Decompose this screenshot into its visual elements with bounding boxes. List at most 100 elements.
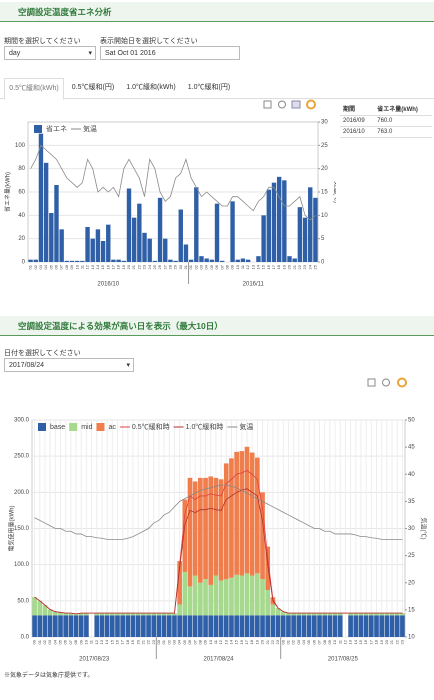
y2-tick-label: 20	[321, 166, 328, 172]
save-icon[interactable]	[263, 100, 272, 109]
y-tick-label: 250.0	[14, 454, 30, 460]
bar	[280, 615, 286, 637]
bar	[95, 229, 101, 262]
bar	[394, 613, 400, 616]
x-tick-label: 04	[204, 264, 209, 269]
bar	[130, 613, 136, 616]
bar	[389, 613, 395, 616]
select[interactable]: 2017/08/24 ▾	[4, 358, 134, 372]
x-tick-label: 06	[311, 639, 316, 644]
tab[interactable]: 0.5℃緩和(円)	[71, 84, 115, 91]
save-icon[interactable]	[367, 378, 376, 387]
x-tick-label: 10	[208, 639, 213, 644]
tab-line	[0, 98, 434, 99]
bar	[297, 207, 303, 262]
bar	[374, 613, 379, 616]
bar	[218, 479, 224, 581]
bar	[270, 615, 276, 637]
tab[interactable]: 1.0℃緩和(円)	[187, 84, 231, 91]
section-header: 空調設定温度による効果が高い日を表示（最大10日）	[0, 316, 434, 336]
x-tick-label: 16	[115, 639, 120, 644]
reset-icon[interactable]	[382, 378, 390, 387]
bar	[147, 238, 152, 262]
bar	[52, 615, 58, 637]
date-input[interactable]: Sat Oct 01 2016	[100, 46, 240, 60]
line	[34, 484, 403, 540]
group-label: 2017/08/23	[79, 657, 110, 663]
x-tick-label: 24	[147, 264, 152, 269]
bar	[94, 615, 100, 637]
x-tick-label: 19	[379, 639, 384, 644]
bar	[58, 615, 63, 637]
x-tick-label: 04	[301, 639, 306, 644]
color-icon[interactable]	[397, 377, 407, 388]
bar	[204, 258, 209, 262]
bar	[223, 615, 229, 637]
legend-swatch	[96, 423, 105, 431]
y-tick-label: 80	[18, 166, 25, 172]
bar	[177, 604, 182, 616]
bar	[109, 615, 115, 637]
bar	[192, 615, 198, 637]
bar	[168, 259, 173, 262]
x-tick-label: 01	[37, 639, 42, 644]
bar	[142, 232, 147, 262]
x-tick-label: 19	[254, 639, 259, 644]
bar	[213, 615, 219, 637]
bar	[358, 615, 364, 637]
bar	[84, 615, 89, 637]
bar	[42, 605, 48, 616]
bar	[208, 584, 214, 616]
x-tick-label: 17	[111, 264, 116, 269]
bar	[130, 615, 136, 637]
hover-icon[interactable]	[291, 100, 301, 109]
y2-tick-label: 15	[321, 190, 328, 196]
x-tick-label: 06	[187, 639, 192, 644]
y-tick-label: 100	[15, 143, 26, 149]
x-tick-label: 04	[52, 639, 57, 644]
x-tick-label: 18	[276, 264, 281, 269]
x-tick-label: 03	[47, 639, 52, 644]
bar	[94, 613, 100, 616]
bar	[276, 176, 282, 262]
bar	[198, 582, 203, 616]
x-tick-label: 09	[203, 639, 208, 644]
x-tick-label: 05	[58, 639, 63, 644]
select[interactable]: day ▾	[4, 46, 96, 60]
bar	[353, 615, 359, 637]
x-tick-label: 30	[178, 264, 183, 269]
y2-tick-label: 40	[408, 472, 415, 478]
bar	[240, 258, 246, 262]
x-tick-label: 08	[64, 264, 69, 269]
legend-label: 0.5℃緩和時	[132, 422, 170, 431]
bar	[394, 615, 400, 637]
x-tick-label: 16	[239, 639, 244, 644]
bar	[348, 613, 353, 616]
x-tick-label: 11	[89, 639, 94, 644]
bar	[63, 613, 69, 616]
x-tick-label: 19	[121, 264, 126, 269]
reset-icon[interactable]	[278, 100, 286, 109]
bar	[99, 615, 105, 637]
bar	[42, 615, 48, 637]
x-tick-label: 02	[42, 639, 47, 644]
bar	[125, 615, 131, 637]
bar	[99, 613, 105, 616]
bar	[141, 613, 146, 616]
bar	[239, 575, 245, 616]
bar	[400, 613, 405, 616]
y-tick-label: 40	[18, 213, 25, 219]
x-tick-label: 05	[209, 264, 214, 269]
bar	[374, 615, 379, 637]
tab[interactable]: 1.0℃緩和(kWh)	[126, 84, 176, 91]
bar	[239, 451, 245, 576]
select-value: day	[9, 50, 21, 57]
table-header: 期間	[340, 102, 375, 116]
x-tick-label: 15	[109, 639, 114, 644]
x-tick-label: 23	[151, 639, 156, 644]
tab[interactable]: 0.5℃緩和(kWh)	[4, 78, 64, 100]
color-icon[interactable]	[306, 99, 316, 110]
bar	[73, 615, 79, 637]
bar	[151, 615, 157, 637]
